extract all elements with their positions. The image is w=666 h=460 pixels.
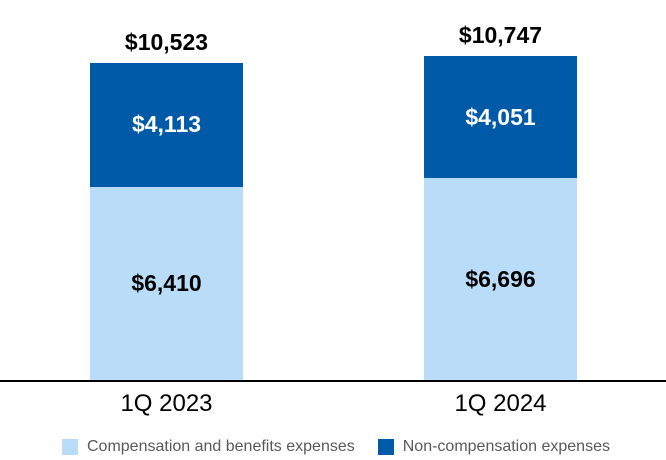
legend: Compensation and benefits expenses Non-c…	[62, 438, 610, 456]
non-compensation-swatch-icon	[377, 439, 394, 455]
bar-segment-non-compensation: $4,051	[424, 56, 577, 179]
bar-group-1q2023: $10,523 $4,113 $6,410	[90, 28, 243, 380]
bar-segment-compensation: $6,410	[90, 186, 243, 380]
bar-group-1q2024: $10,747 $4,051 $6,696	[424, 21, 577, 380]
legend-item-non-compensation: Non-compensation expenses	[377, 438, 610, 456]
compensation-swatch-icon	[62, 439, 78, 455]
x-axis-label-1q2023: 1Q 2023	[120, 390, 213, 417]
bar-segment-non-compensation: $4,113	[90, 62, 243, 187]
segment-value-label: $6,696	[465, 265, 536, 292]
plot-area: $10,523 $4,113 $6,410 $10,747 $4,051 $6,…	[0, 21, 666, 382]
segment-value-label: $4,051	[465, 103, 536, 130]
segment-value-label: $6,410	[131, 269, 202, 296]
x-axis-label-1q2024: 1Q 2024	[454, 390, 547, 417]
total-value-label: $10,523	[124, 28, 209, 55]
segment-value-label: $4,113	[131, 111, 202, 138]
stacked-bar: $4,051 $6,696	[424, 56, 577, 380]
legend-label: Compensation and benefits expenses	[87, 438, 355, 455]
legend-label: Non-compensation expenses	[402, 438, 610, 455]
total-value-label: $10,747	[458, 22, 543, 49]
bar-segment-compensation: $6,696	[424, 178, 577, 380]
stacked-bar: $4,113 $6,410	[90, 62, 243, 380]
legend-item-compensation: Compensation and benefits expenses	[62, 438, 355, 456]
